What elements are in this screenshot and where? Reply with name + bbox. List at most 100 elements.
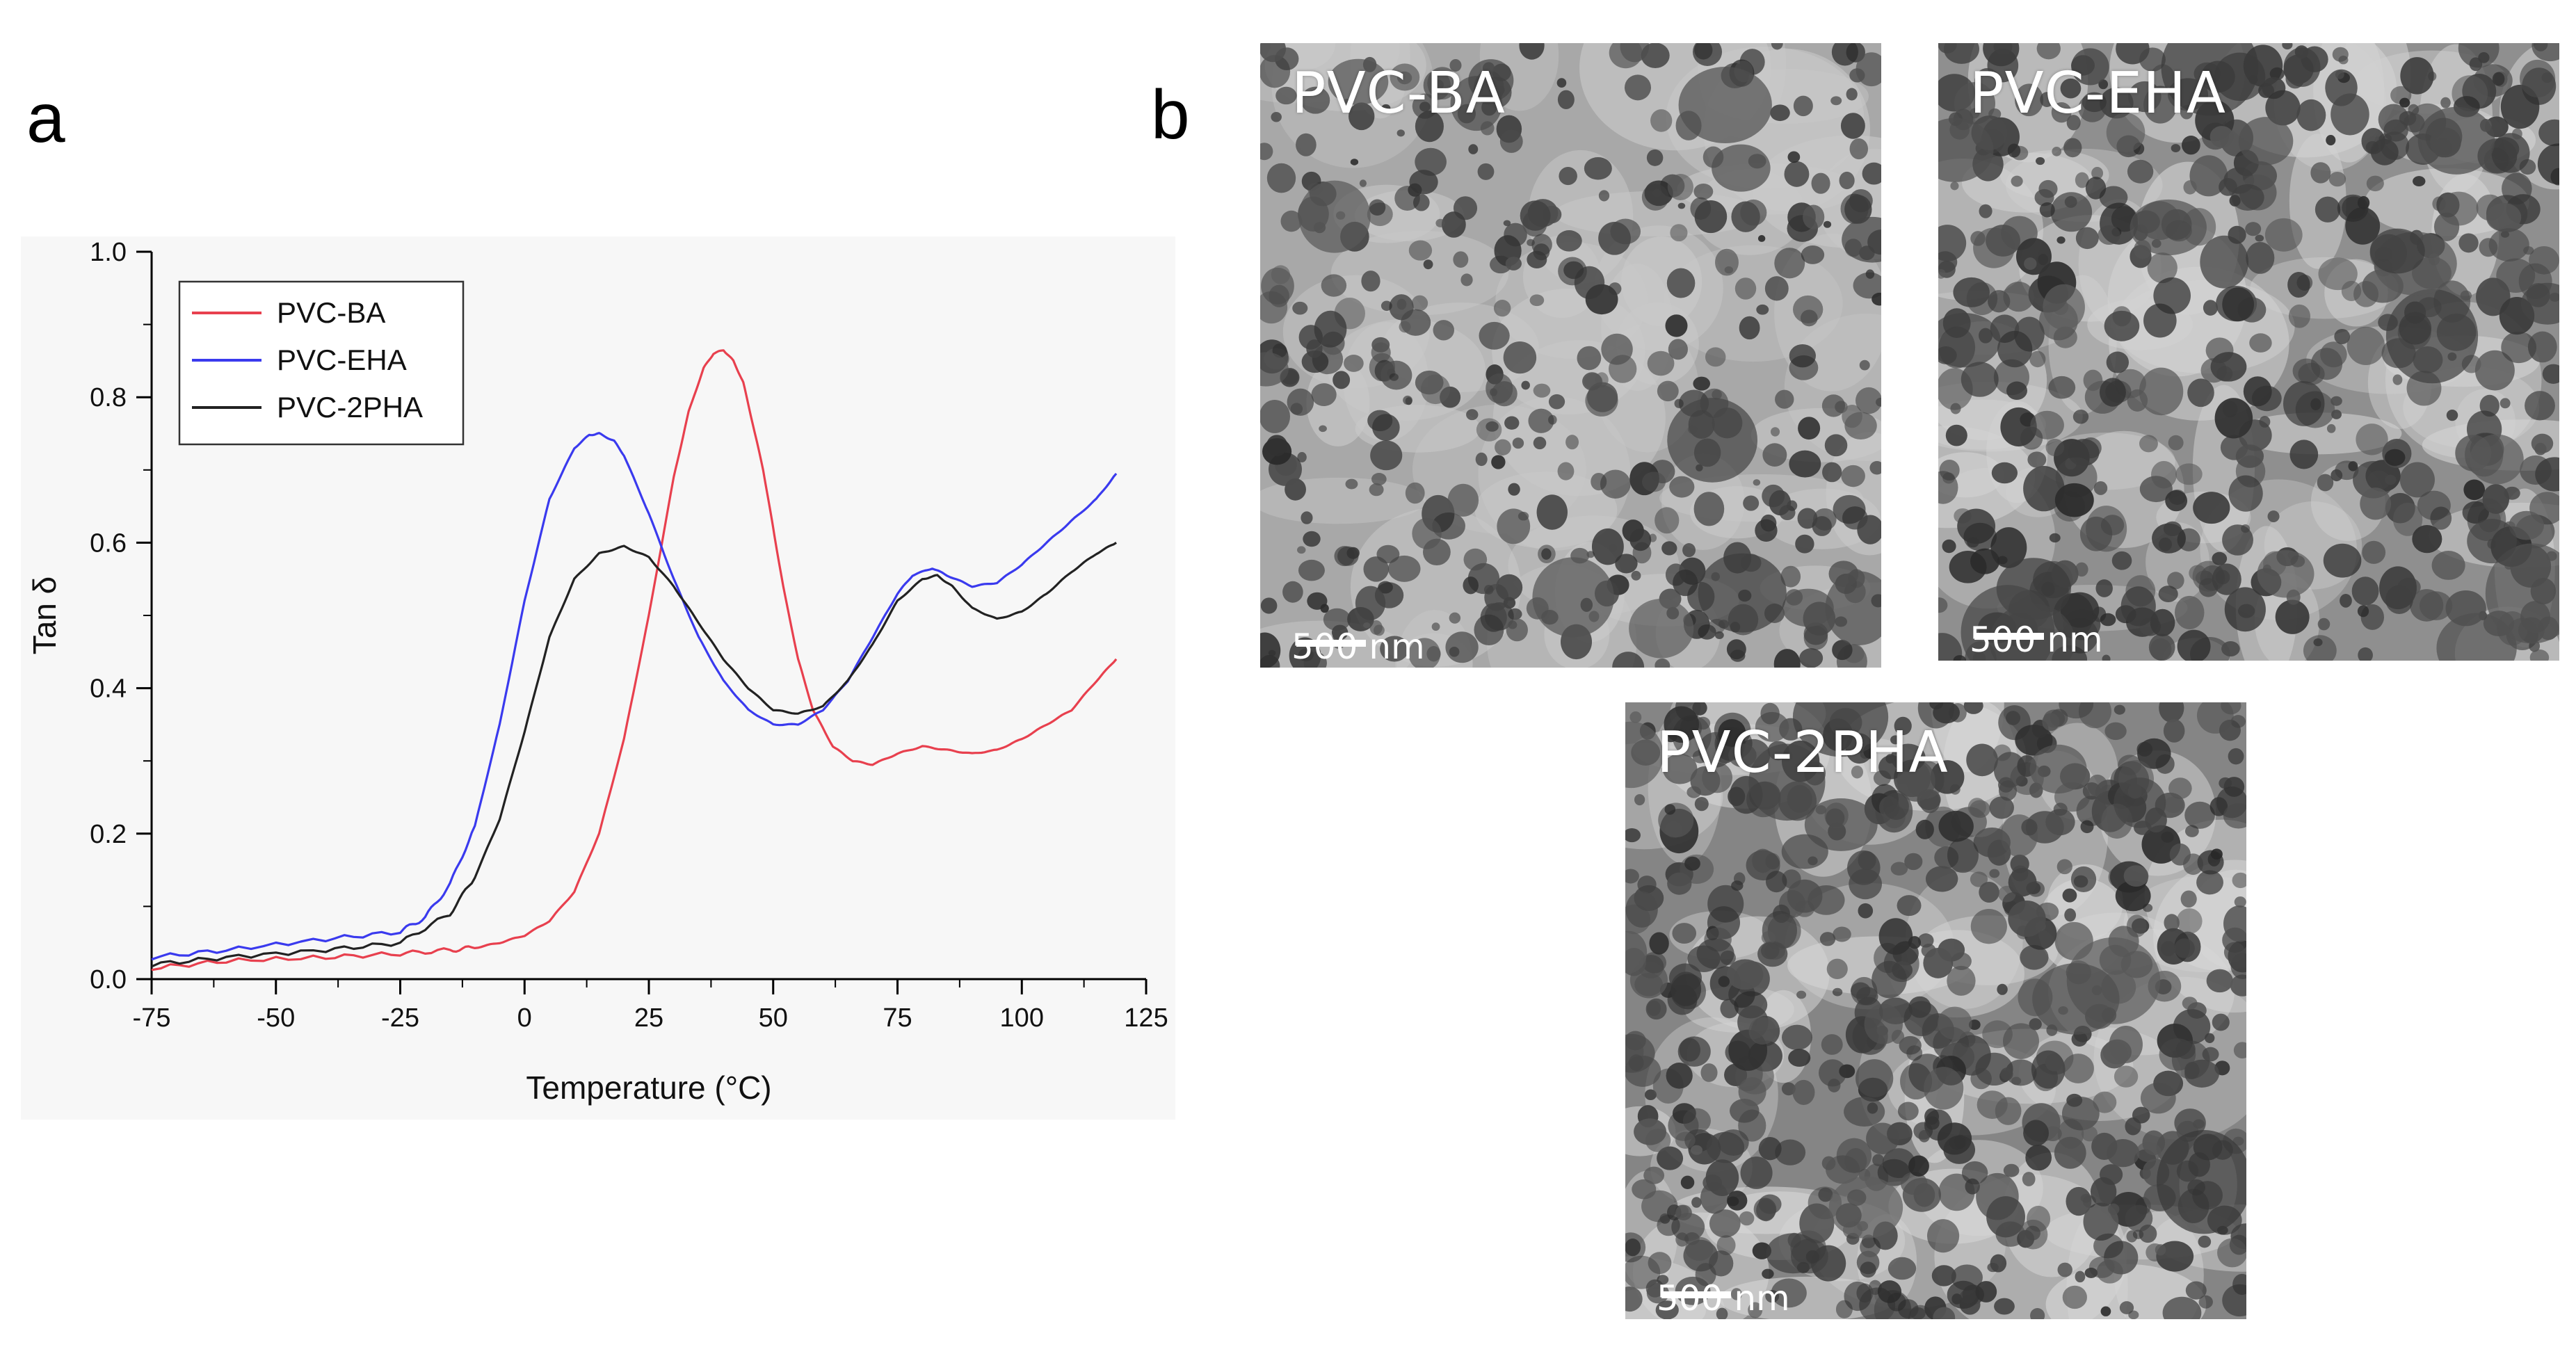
tem-texture-blob <box>1298 559 1325 581</box>
tem-texture-blob <box>2251 385 2282 412</box>
tem-texture-blob <box>1947 965 1976 996</box>
tem-texture-blob <box>1556 78 1567 88</box>
tem-texture-blob <box>1826 958 1848 980</box>
tem-texture-blob <box>1908 996 1931 1018</box>
tem-texture-blob <box>1323 608 1351 631</box>
tem-texture-blob <box>1869 460 1881 475</box>
tem-texture-blob <box>1694 43 1713 60</box>
tem-texture-blob <box>1536 494 1568 530</box>
tem-texture-blob <box>1904 853 1923 871</box>
tem-texture-blob <box>1687 786 1701 798</box>
tem-texture-blob <box>2139 367 2184 416</box>
tem-texture-blob <box>1282 581 1303 603</box>
tem-texture-blob <box>2231 184 2264 211</box>
tem-texture-blob <box>1533 383 1551 398</box>
tem-texture-blob <box>2062 1054 2094 1083</box>
tem-texture-blob <box>1621 236 1702 327</box>
tem-texture-blob <box>2491 133 2530 173</box>
tem-texture-blob <box>2214 52 2266 102</box>
tem-texture-blob <box>1657 1146 1684 1170</box>
tem-texture-blob <box>1615 554 1638 574</box>
tem-texture-blob <box>2315 196 2341 223</box>
tem-texture-blob <box>1296 546 1306 554</box>
tem-texture-blob <box>1646 149 1664 166</box>
tem-texture-blob <box>1301 350 1329 373</box>
tem-texture-blob <box>2237 604 2255 618</box>
tem-texture-blob <box>1818 1187 1833 1202</box>
tem-texture-blob <box>2102 654 2111 661</box>
tem-texture-blob <box>1658 802 1694 838</box>
tem-texture-blob <box>1260 597 1278 614</box>
tem-texture-blob <box>1953 277 1990 307</box>
tem-texture-blob <box>2018 1219 2048 1250</box>
tem-texture-blob <box>1506 618 1528 642</box>
tem-texture-blob <box>2021 818 2038 836</box>
legend-label: PVC-EHA <box>277 344 407 376</box>
tem-texture-blob <box>1938 268 1946 279</box>
tem-texture-blob <box>2200 235 2249 289</box>
tem-texture-blob <box>2056 236 2066 244</box>
tem-texture-blob <box>1321 274 1347 297</box>
scale-bar <box>1296 640 1366 647</box>
tem-texture-blob <box>1499 129 1523 153</box>
tem-texture-blob <box>1930 760 1965 794</box>
tem-texture-blob <box>2520 59 2556 98</box>
tem-texture-blob <box>2467 519 2517 564</box>
tem-texture-blob <box>1961 585 2055 661</box>
tem-texture-blob <box>1411 295 1428 312</box>
x-tick-label: 25 <box>634 1003 663 1033</box>
series-line-pvc-eha <box>151 432 1118 961</box>
tem-texture-blob <box>1793 95 1813 117</box>
tem-texture-blob <box>1738 1076 1766 1106</box>
tem-texture-blob <box>2420 591 2453 621</box>
tem-texture-blob <box>1993 43 2013 55</box>
tem-texture-blob <box>1449 612 1461 624</box>
tem-texture-blob <box>1363 556 1389 582</box>
tem-texture-blob <box>2462 501 2489 524</box>
tem-texture-blob <box>1381 104 1391 112</box>
tem-texture-blob <box>2520 282 2559 325</box>
tem-texture-blob <box>1871 292 1881 306</box>
tem-texture-blob <box>1945 424 1967 446</box>
tem-texture-blob <box>1828 1079 1841 1092</box>
tem-texture-blob <box>1320 604 1329 613</box>
tem-texture-blob <box>1503 597 1516 609</box>
tem-texture-blob <box>2187 378 2214 408</box>
scale-bar <box>1974 633 2044 640</box>
tem-texture-blob <box>1849 138 1869 160</box>
tem-texture-blob <box>2116 43 2150 65</box>
tem-texture-blob <box>1938 118 1994 182</box>
tem-texture-blob <box>1682 1108 1712 1134</box>
tem-label: PVC-EHA <box>1970 61 2226 127</box>
tem-texture-blob <box>2348 461 2358 471</box>
tem-texture-blob <box>1782 1024 1812 1051</box>
tem-texture-blob <box>1466 409 1479 421</box>
tem-texture-blob <box>1609 43 1643 69</box>
tem-texture-blob <box>2232 1273 2246 1296</box>
y-tick-label: 1.0 <box>90 238 127 267</box>
tem-texture-blob <box>2182 136 2200 155</box>
tem-texture-blob <box>1531 234 1552 256</box>
tem-texture-blob <box>1625 1286 1643 1312</box>
tem-texture-blob <box>1963 702 1983 714</box>
tem-texture-blob <box>1527 250 1547 268</box>
tem-texture-blob <box>1947 837 1979 873</box>
tem-texture-blob <box>1405 397 1412 405</box>
tem-texture-blob <box>1280 210 1303 232</box>
tem-texture-blob <box>1648 1252 1672 1275</box>
tem-texture-blob <box>2288 304 2311 328</box>
tem-texture-blob <box>2482 484 2510 514</box>
tem-texture-blob <box>1350 159 1359 166</box>
tem-texture-blob <box>2045 438 2065 457</box>
tem-texture-blob <box>2185 1281 2207 1300</box>
tem-texture-blob <box>1693 492 1725 526</box>
tem-texture-blob <box>1655 658 1671 668</box>
tem-texture-blob <box>1752 848 1774 873</box>
tem-texture-blob <box>1361 271 1380 292</box>
tem-texture-blob <box>2040 92 2054 107</box>
tem-texture-blob <box>2007 143 2021 158</box>
tem-texture-blob <box>2125 1204 2153 1232</box>
tem-texture-blob <box>1533 436 1547 450</box>
tem-texture-blob <box>1864 1003 1903 1044</box>
tem-texture-blob <box>2139 435 2158 453</box>
